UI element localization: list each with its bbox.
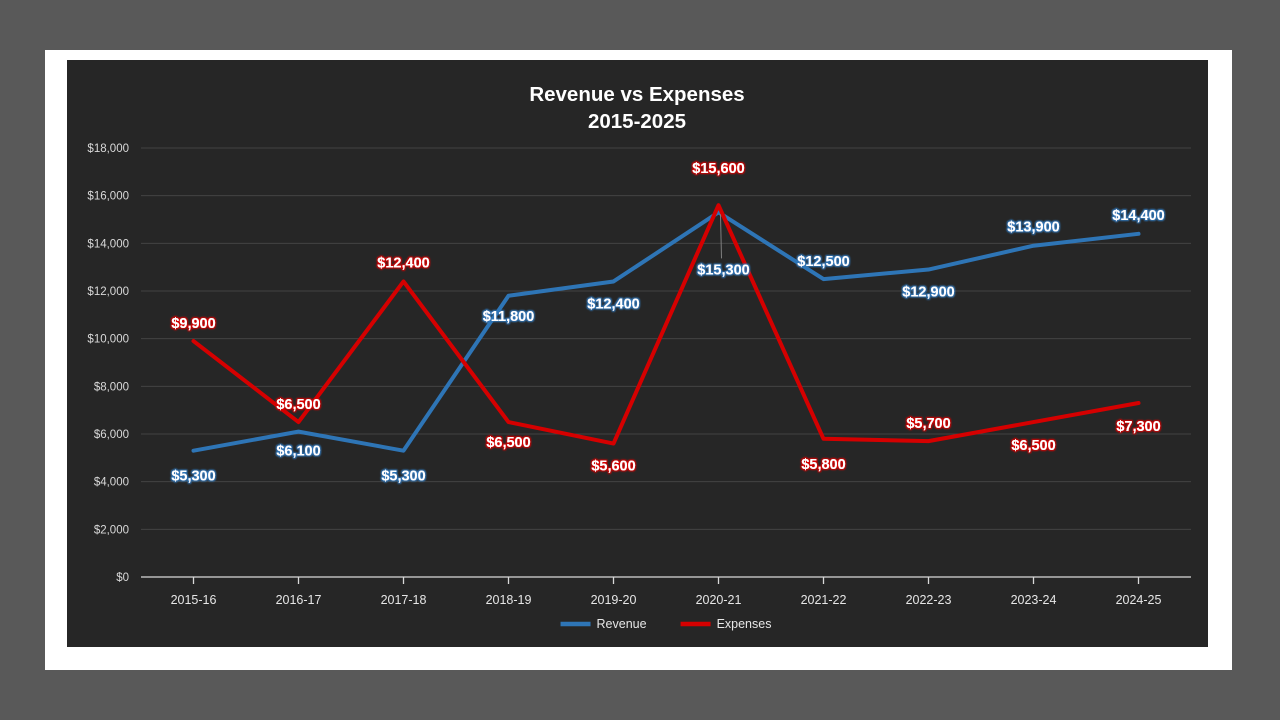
- data-label: $14,400: [1112, 208, 1164, 224]
- data-label: $9,900: [171, 316, 215, 332]
- x-axis-tick-labels: 2015-16 2016-17 2017-18 2018-19 2019-20 2020-…: [171, 593, 1162, 607]
- data-label: $12,900: [902, 285, 954, 301]
- data-label: $11,800: [483, 309, 535, 325]
- y-axis-tick-labels: $0 $2,000 $4,000 $6,000 $8,000 $10,000 $12,000…: [87, 143, 129, 584]
- data-label: $15,600: [692, 161, 744, 177]
- legend-item-revenue[interactable]: Revenue: [560, 617, 647, 631]
- data-label: $6,100: [276, 444, 320, 460]
- y-axis-tick-label: $18,000: [87, 143, 129, 155]
- chart-leader-lines: [720, 214, 722, 259]
- chart-legend[interactable]: Revenue Expenses: [560, 617, 772, 631]
- legend-label: Revenue: [597, 617, 647, 631]
- data-label: $5,300: [171, 469, 215, 485]
- x-axis-tick-label: 2015-16: [171, 593, 217, 607]
- data-label: $7,300: [1116, 419, 1160, 435]
- y-axis-tick-label: $8,000: [94, 381, 129, 393]
- y-axis-tick-label: $14,000: [87, 238, 129, 250]
- chart-gridlines: [141, 147, 1191, 530]
- chart-panel: Revenue vs Expenses 2015-2025 $0 $2,000 $4…: [67, 60, 1208, 647]
- chart-title-line1: Revenue vs Expenses: [529, 83, 744, 106]
- y-axis-tick-label: $12,000: [87, 286, 129, 298]
- x-axis-tick-label: 2023-24: [1011, 593, 1057, 607]
- y-axis-tick-label: $6,000: [94, 429, 129, 441]
- legend-label: Expenses: [717, 617, 772, 631]
- chart-title-line2: 2015-2025: [588, 110, 686, 133]
- data-label: $6,500: [1011, 438, 1055, 454]
- x-axis-tick-label: 2021-22: [801, 593, 847, 607]
- x-axis-tick-label: 2024-25: [1116, 593, 1162, 607]
- data-label: $12,400: [377, 255, 429, 271]
- chart-data-labels: $5,300 $6,100 $5,300 $11,800 $12,400 $15,300 $…: [171, 161, 1164, 484]
- y-axis-tick-label: $10,000: [87, 334, 129, 346]
- x-axis-tick-label: 2019-20: [591, 593, 637, 607]
- data-label: $5,600: [591, 459, 635, 475]
- label-leader-line: [720, 214, 722, 259]
- series-line-expenses: [191, 203, 1141, 446]
- data-label: $13,900: [1007, 220, 1059, 236]
- x-axis-tick-label: 2017-18: [381, 593, 427, 607]
- x-axis-tick-label: 2016-17: [276, 593, 322, 607]
- legend-item-expenses[interactable]: Expenses: [680, 617, 772, 631]
- data-label: $6,500: [276, 397, 320, 413]
- x-axis-tick-label: 2022-23: [906, 593, 952, 607]
- data-label: $5,300: [381, 469, 425, 485]
- x-axis-tick-label: 2020-21: [696, 593, 742, 607]
- y-axis-tick-label: $4,000: [94, 477, 129, 489]
- y-axis-tick-label: $0: [116, 572, 129, 584]
- x-axis: [141, 576, 1191, 584]
- y-axis-tick-label: $2,000: [94, 524, 129, 536]
- data-label: $12,400: [587, 296, 639, 312]
- data-label: $12,500: [797, 254, 849, 270]
- series-line-revenue: [191, 210, 1141, 453]
- x-axis-tick-label: 2018-19: [486, 593, 532, 607]
- data-label: $6,500: [486, 435, 530, 451]
- revenue-vs-expenses-chart: Revenue vs Expenses 2015-2025 $0 $2,000 $4…: [87, 83, 1191, 631]
- y-axis-tick-label: $16,000: [87, 191, 129, 203]
- data-label: $5,700: [906, 416, 950, 432]
- data-label: $15,300: [697, 262, 749, 278]
- data-label: $5,800: [801, 457, 845, 473]
- chart-series-lines: [191, 203, 1141, 453]
